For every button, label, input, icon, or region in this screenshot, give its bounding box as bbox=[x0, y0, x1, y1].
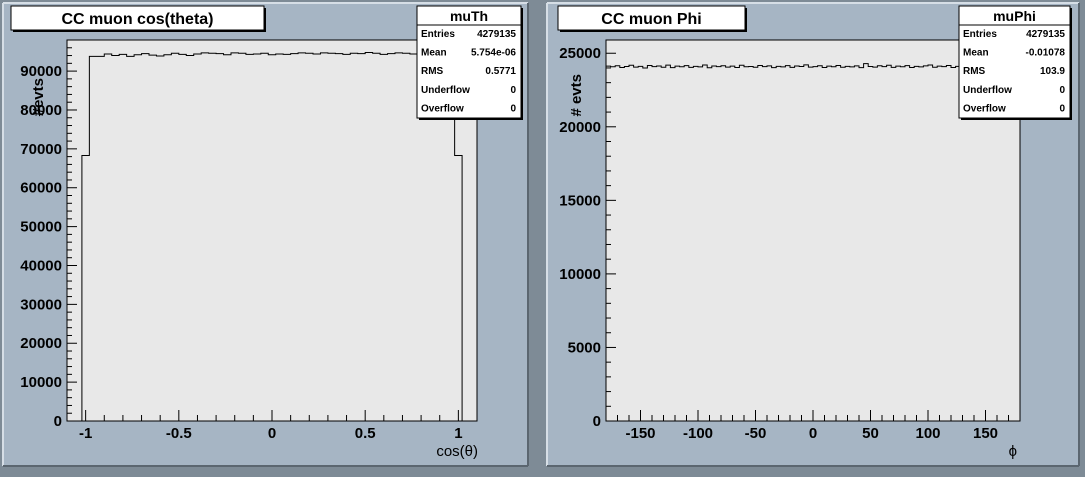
y-tick-label: 0 bbox=[54, 413, 62, 430]
stats-label: Overflow bbox=[421, 103, 464, 114]
histogram-line bbox=[67, 51, 477, 422]
x-tick-label: 100 bbox=[915, 425, 940, 442]
stats-name: muPhi bbox=[993, 8, 1036, 24]
y-tick-label: 10000 bbox=[20, 374, 62, 391]
chart-title: CC muon Phi bbox=[601, 11, 701, 28]
stats-value: 4279135 bbox=[1026, 29, 1065, 40]
stats-value: 0 bbox=[510, 85, 516, 96]
y-tick-label: 20000 bbox=[20, 335, 62, 352]
title-box bbox=[557, 5, 746, 31]
x-tick-label: -50 bbox=[745, 425, 767, 442]
x-tick-label: -150 bbox=[625, 425, 655, 442]
x-tick-label: -0.5 bbox=[166, 425, 192, 442]
stats-value: 0 bbox=[510, 103, 516, 114]
y-tick-label: 70000 bbox=[20, 141, 62, 158]
x-axis-title: ϕ bbox=[1009, 443, 1017, 460]
stats-value: 103.9 bbox=[1040, 66, 1065, 77]
y-tick-label: 80000 bbox=[20, 102, 62, 119]
stats-value: 0 bbox=[1059, 103, 1065, 114]
stats-value: 0 bbox=[1059, 85, 1065, 96]
x-tick-label: -1 bbox=[79, 425, 92, 442]
stats-value: 4279135 bbox=[477, 29, 516, 40]
x-axis-title: cos(θ) bbox=[436, 443, 478, 460]
stats-label: Mean bbox=[421, 48, 447, 59]
y-tick-label: 15000 bbox=[559, 192, 601, 209]
stats-label: RMS bbox=[421, 66, 444, 77]
chart-0: 0 10000 20000 30000 40000 50000 60000 70000 8000… bbox=[2, 2, 529, 467]
y-tick-label: 25000 bbox=[559, 45, 601, 62]
y-tick-label: 5000 bbox=[568, 339, 601, 356]
x-tick-label: 1 bbox=[454, 425, 462, 442]
stats-label: Underflow bbox=[421, 85, 470, 96]
histogram-line bbox=[605, 63, 1021, 421]
y-axis-title: # evts bbox=[568, 74, 585, 117]
stats-name: muTh bbox=[450, 8, 488, 24]
y-tick-label: 30000 bbox=[20, 296, 62, 313]
stats-label: Underflow bbox=[963, 85, 1012, 96]
x-tick-label: -100 bbox=[683, 425, 713, 442]
x-tick-label: 50 bbox=[862, 425, 879, 442]
x-tick-label: 0 bbox=[809, 425, 817, 442]
y-tick-label: 50000 bbox=[20, 219, 62, 236]
x-tick-label: 0 bbox=[268, 425, 276, 442]
y-tick-label: 0 bbox=[593, 413, 601, 430]
plot-frame bbox=[605, 39, 1021, 422]
stats-label: Entries bbox=[963, 29, 997, 40]
y-tick-label: 60000 bbox=[20, 180, 62, 197]
plot-frame bbox=[66, 39, 478, 422]
stats-value: 0.5771 bbox=[485, 66, 516, 77]
chart-title: CC muon cos(theta) bbox=[62, 11, 214, 28]
y-tick-label: 90000 bbox=[20, 63, 62, 80]
x-tick-label: 0.5 bbox=[355, 425, 376, 442]
stats-label: Overflow bbox=[963, 103, 1006, 114]
stats-label: Entries bbox=[421, 29, 455, 40]
stats-label: Mean bbox=[963, 48, 989, 59]
y-axis-title: #evts bbox=[30, 78, 47, 116]
y-tick-label: 40000 bbox=[20, 257, 62, 274]
y-tick-label: 20000 bbox=[559, 119, 601, 136]
x-tick-label: 150 bbox=[973, 425, 998, 442]
y-tick-label: 10000 bbox=[559, 266, 601, 283]
title-box bbox=[10, 5, 265, 31]
stats-label: RMS bbox=[963, 66, 986, 77]
stats-value: -0.01078 bbox=[1026, 48, 1066, 59]
stats-value: 5.754e-06 bbox=[471, 48, 516, 59]
